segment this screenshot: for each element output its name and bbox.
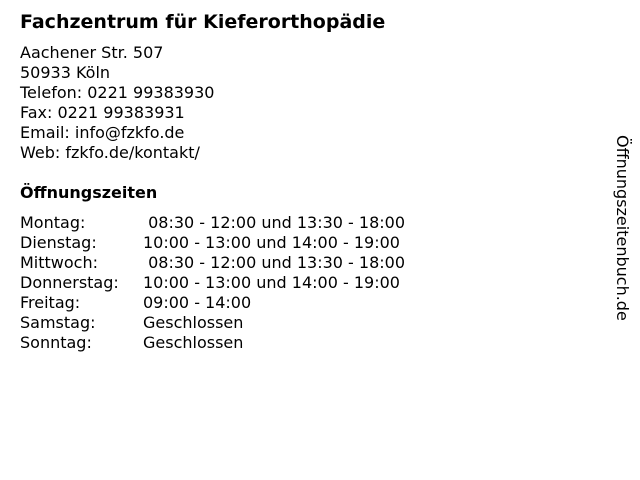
time: Geschlossen	[143, 313, 244, 332]
email: Email: info@fzkfo.de	[20, 123, 185, 142]
day: Donnerstag:	[20, 273, 119, 292]
hours-table: Montag: 08:30 - 12:00 und 13:30 - 18:00 …	[20, 213, 405, 353]
hours-row: Donnerstag: 10:00 - 13:00 und 14:00 - 19:…	[20, 273, 405, 293]
time: 09:00 - 14:00	[143, 293, 252, 312]
time: Geschlossen	[143, 333, 244, 352]
day: Sonntag:	[20, 333, 92, 352]
watermark-text: Öffnungszeitenbuch.de	[613, 135, 632, 321]
phone: Telefon: 0221 99383930	[20, 83, 215, 102]
time: 08:30 - 12:00 und 13:30 - 18:00	[143, 213, 406, 232]
hours-row: Samstag: Geschlossen	[20, 313, 405, 333]
website: Web: fzkfo.de/kontakt/	[20, 143, 200, 162]
page-title: Fachzentrum für Kieferorthopädie	[20, 11, 386, 33]
fax: Fax: 0221 99383931	[20, 103, 185, 122]
day: Freitag:	[20, 293, 81, 312]
hours-heading: Öffnungszeiten	[20, 183, 158, 202]
hours-row: Dienstag: 10:00 - 13:00 und 14:00 - 19:00	[20, 233, 405, 253]
city: 50933 Köln	[20, 63, 111, 82]
hours-row: Freitag: 09:00 - 14:00	[20, 293, 405, 313]
time: 10:00 - 13:00 und 14:00 - 19:00	[143, 273, 400, 292]
day: Samstag:	[20, 313, 96, 332]
hours-row: Sonntag: Geschlossen	[20, 333, 405, 353]
hours-row: Montag: 08:30 - 12:00 und 13:30 - 18:00	[20, 213, 405, 233]
hours-row: Mittwoch: 08:30 - 12:00 und 13:30 - 18:0…	[20, 253, 405, 273]
street: Aachener Str. 507	[20, 43, 164, 62]
time: 10:00 - 13:00 und 14:00 - 19:00	[143, 233, 400, 252]
time: 08:30 - 12:00 und 13:30 - 18:00	[143, 253, 406, 272]
day: Dienstag:	[20, 233, 97, 252]
day: Mittwoch:	[20, 253, 98, 272]
day: Montag:	[20, 213, 86, 232]
address-block: Aachener Str. 507 50933 Köln Telefon: 02…	[20, 43, 214, 163]
